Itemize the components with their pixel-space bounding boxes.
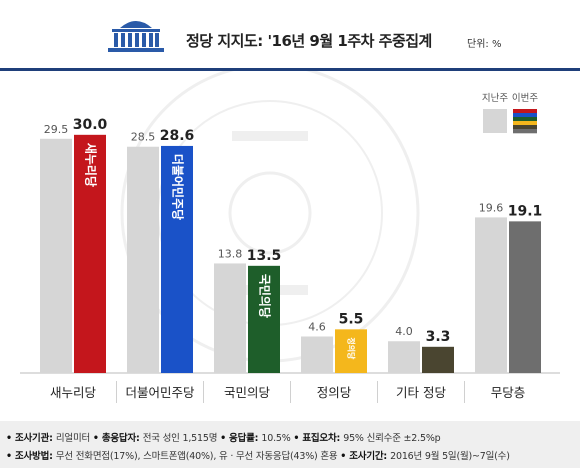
category-label: 국민의당 [224,385,271,400]
legend-swatch-stripe [513,109,537,114]
bar-this-week [248,265,280,373]
bar-prev-week [40,138,72,373]
bar-this-week [161,145,193,373]
legend: 지난주 이번주 [482,93,538,134]
national-assembly-icon [108,21,164,52]
legend-swatch-stripe [513,125,537,130]
legend-swatch-stripe [513,121,537,126]
data-label-prev: 4.6 [308,320,326,333]
footer-field-label: • 표집오차: [293,433,344,444]
survey-info-line-1: • 조사기관: 리얼미터 • 총응답자: 전국 성인 1,515명 • 응답률:… [6,430,441,444]
header-bar: 정당 지지도: '16년 9월 1주차 주중집계 단위: % [0,0,580,71]
footer-field-value: 무선 전화면접(17%), 스마트폰앱(40%), 유 · 무선 자동응답(43… [55,451,341,462]
party-name-in-bar: 국민의당 [258,274,273,318]
bar-this-week [422,346,454,373]
legend-swatch-prev-week [483,109,507,133]
footer-field-label: • 조사방법: [6,451,56,462]
legend-swatch-stripe [513,117,537,122]
category-label: 정의당 [317,385,352,400]
data-label-prev: 28.5 [131,131,156,144]
bar-prev-week [301,336,333,373]
data-label-prev: 19.6 [479,201,504,214]
footer-field-label: • 응답률: [220,433,262,444]
data-label-this-week: 13.5 [247,248,282,264]
data-label-this-week: 3.3 [426,329,451,345]
bar-prev-week [388,341,420,373]
bar-prev-week [127,146,159,373]
footer-field-value: 2016년 9월 5일(월)~7일(수) [390,451,510,462]
footer-field-label: • 총응답자: [92,433,143,444]
bar-prev-week [475,217,507,373]
data-label-this-week: 5.5 [339,311,364,327]
bar-this-week [335,329,367,373]
legend-label-prev-week: 지난주 [482,93,508,104]
bar-this-week [74,134,106,373]
header-divider [0,68,580,71]
footer-field-value: 리얼미터 [55,433,93,444]
survey-info-footer: • 조사기관: 리얼미터 • 총응답자: 전국 성인 1,515명 • 응답률:… [0,421,580,468]
footer-field-value: 전국 성인 1,515명 [142,433,221,444]
party-name-in-bar: 새누리당 [84,143,99,187]
legend-swatch-stripe [513,129,537,134]
data-label-prev: 13.8 [218,247,243,260]
party-name-in-bar: 정의당 [347,337,357,360]
category-label: 새누리당 [50,385,97,400]
data-label-prev: 4.0 [395,325,413,338]
data-label-prev: 29.5 [44,123,69,136]
category-label: 더불어민주당 [125,385,195,400]
data-label-this-week: 28.6 [160,128,195,144]
legend-swatch-this-week [513,109,537,134]
survey-info-line-2: • 조사방법: 무선 전화면접(17%), 스마트폰앱(40%), 유 · 무선… [6,448,510,462]
footer-field-value: 95% 신뢰수준 ±2.5%p [343,433,441,444]
category-label: 무당층 [491,385,526,400]
legend-label-this-week: 이번주 [512,93,538,104]
party-name-in-bar: 더불어민주당 [171,154,186,220]
footer-field-label: • 조사기관: [6,433,56,444]
category-label: 기타 정당 [396,385,446,400]
footer-field-value: 10.5% [261,433,294,444]
data-label-this-week: 30.0 [73,117,108,133]
footer-field-label: • 조사기간: [340,451,391,462]
chart-area: 29.5 30.0 새누리당 새누리당 28.5 28.6 더불어민주당 더불어민주당 13.8… [0,71,580,411]
bar-prev-week [214,263,246,373]
bar-this-week [509,221,541,373]
data-label-this-week: 19.1 [508,203,543,219]
legend-swatch-stripe [513,113,537,118]
chart-title: 정당 지지도: '16년 9월 1주차 주중집계 [186,32,432,50]
unit-label: 단위: % [467,39,502,50]
